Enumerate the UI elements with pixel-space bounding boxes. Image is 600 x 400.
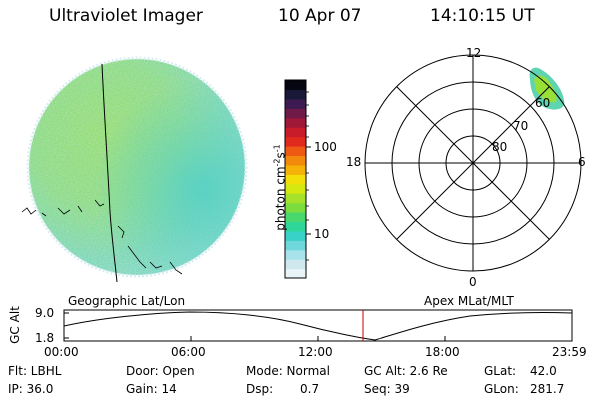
colorbar-band [285,221,306,232]
colorbar-band [285,155,306,166]
observation-time: 14:10:15 UT [430,6,535,26]
info-dsp-label: Dsp: [246,382,274,396]
colorbar-label-sup1: -2 [272,158,282,167]
colorbar-band [285,193,306,204]
info-door: Door: Open [126,364,195,378]
info-glon-label: GLon: [484,382,519,396]
colorbar-band [285,117,306,128]
colorbar-band [285,249,306,260]
altitude-x-ticks [63,336,573,341]
colorbar-band [285,174,306,185]
polar-label-bottom: 0 [469,275,477,289]
colorbar-band [285,98,306,109]
instrument-title: Ultraviolet Imager [49,6,203,26]
polar-ring-label-60: 60 [535,96,551,110]
info-glat-label: GLat: [484,364,517,378]
colorbar-band [285,268,306,279]
altitude-ytick-1-8: 1.8 [35,331,55,345]
polar-label-left: 18 [346,155,362,169]
altitude-y-ticks [64,312,69,339]
polar-label-right: 6 [578,155,586,169]
altitude-ylabel: GC Alt [8,306,22,344]
colorbar-band [285,136,306,147]
projection-label-apex: Apex MLat/MLT [424,294,514,308]
colorbar-minor-ticks [306,91,309,261]
info-filter: Flt: LBHL [8,364,62,378]
altitude-xtick-0600: 06:00 [171,345,206,359]
colorbar-band [285,80,306,91]
coastline-lower [117,225,183,275]
colorbar-bands [285,80,306,279]
polar-plot [364,54,582,272]
polar-ring-label-80: 80 [492,140,508,154]
uv-image-disk [21,56,248,283]
colorbar-band [285,240,306,251]
info-dsp-value: 0.7 [300,382,320,396]
altitude-xtick-1800: 18:00 [425,345,460,359]
info-gain: Gain: 14 [126,382,177,396]
colorbar-label-mid: s [273,152,288,159]
info-gc-alt: GC Alt: 2.6 Re [364,364,448,378]
colorbar-band [285,230,306,241]
altitude-xtick-1200: 12:00 [298,345,333,359]
auroral-patch-bright [534,75,557,103]
colorbar-band [285,164,306,175]
colorbar-band [285,259,306,270]
info-glat-value: 42.0 [530,364,557,378]
polar-diagonal-2 [396,86,550,240]
colorbar-label-text: photon cm [273,166,288,231]
colorbar-label-sup2: -1 [272,144,282,153]
projection-label-geographic: Geographic Lat/Lon [68,294,186,308]
colorbar-band [285,89,306,100]
colorbar-label: photon cm-2s-1 [273,128,288,248]
meridian-line [101,63,118,283]
altitude-curve [63,311,573,341]
colorbar-band [285,146,306,157]
info-mode: Mode: Normal [246,364,330,378]
colorbar [284,79,311,279]
polar-ring-label-70: 70 [513,119,529,133]
altitude-ytick-9: 9.0 [35,306,55,320]
info-ip: IP: 36.0 [8,382,54,396]
colorbar-band [285,127,306,138]
coastline-upper [21,199,105,217]
colorbar-band [285,212,306,223]
altitude-plot [63,309,573,342]
colorbar-frame [284,79,307,279]
colorbar-band [285,202,306,213]
altitude-xtick-2359: 23:59 [552,345,587,359]
polar-label-top: 12 [466,46,482,60]
colorbar-band [285,183,306,194]
observation-date: 10 Apr 07 [278,6,362,26]
colorbar-band [285,108,306,119]
info-seq: Seq: 39 [364,382,410,396]
colorbar-tick-label-100: 100 [314,140,337,154]
colorbar-tick-label-10: 10 [314,227,330,241]
info-glon-value: 281.7 [530,382,565,396]
altitude-xtick-0000: 00:00 [44,345,79,359]
